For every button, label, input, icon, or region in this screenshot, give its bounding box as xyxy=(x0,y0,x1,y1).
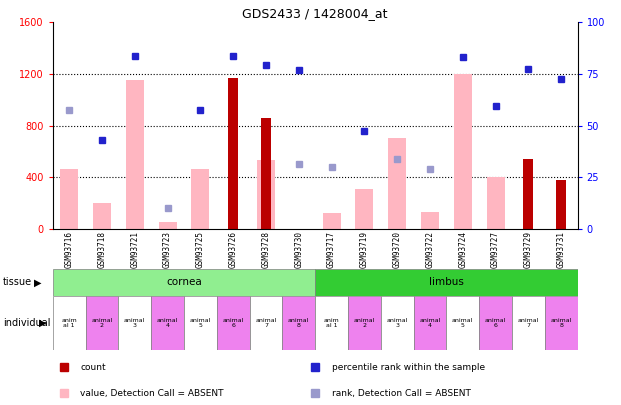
Text: GSM93725: GSM93725 xyxy=(196,231,205,268)
Text: individual: individual xyxy=(3,318,50,328)
Text: count: count xyxy=(81,362,106,372)
Bar xyxy=(446,296,479,350)
Bar xyxy=(53,296,86,350)
Text: anim
al 1: anim al 1 xyxy=(324,318,340,328)
Bar xyxy=(545,296,578,350)
Text: animal
2: animal 2 xyxy=(91,318,112,328)
Text: percentile rank within the sample: percentile rank within the sample xyxy=(332,362,485,372)
Text: animal
3: animal 3 xyxy=(386,318,408,328)
Text: GSM93717: GSM93717 xyxy=(327,231,336,268)
Bar xyxy=(414,296,446,350)
Text: GSM93724: GSM93724 xyxy=(458,231,467,268)
Text: GSM93726: GSM93726 xyxy=(229,231,238,268)
Bar xyxy=(388,139,406,229)
Text: anim
al 1: anim al 1 xyxy=(61,318,77,328)
Text: limbus: limbus xyxy=(429,277,464,288)
Bar xyxy=(119,296,151,350)
Bar xyxy=(355,189,373,229)
Text: cornea: cornea xyxy=(166,277,202,288)
Text: animal
5: animal 5 xyxy=(189,318,211,328)
Bar xyxy=(322,213,340,229)
Text: GSM93723: GSM93723 xyxy=(163,231,172,268)
Text: animal
8: animal 8 xyxy=(550,318,572,328)
Bar xyxy=(60,169,78,229)
Text: animal
6: animal 6 xyxy=(222,318,244,328)
Text: animal
4: animal 4 xyxy=(419,318,441,328)
Bar xyxy=(53,269,315,296)
Text: animal
6: animal 6 xyxy=(485,318,506,328)
Text: animal
2: animal 2 xyxy=(354,318,375,328)
Bar xyxy=(381,296,414,350)
Bar xyxy=(250,296,283,350)
Bar xyxy=(454,74,472,229)
Bar xyxy=(86,296,119,350)
Bar xyxy=(261,118,271,229)
Text: GSM93722: GSM93722 xyxy=(425,231,435,268)
Bar xyxy=(93,203,111,229)
Bar xyxy=(217,296,250,350)
Bar xyxy=(556,180,566,229)
Bar xyxy=(228,78,238,229)
Bar xyxy=(191,169,209,229)
Text: animal
4: animal 4 xyxy=(157,318,178,328)
Text: GSM93719: GSM93719 xyxy=(360,231,369,268)
Text: GSM93721: GSM93721 xyxy=(130,231,139,268)
Text: GSM93728: GSM93728 xyxy=(261,231,271,268)
Bar xyxy=(315,296,348,350)
Bar xyxy=(512,296,545,350)
Bar xyxy=(283,296,315,350)
Bar xyxy=(315,269,578,296)
Bar xyxy=(524,159,533,229)
Text: GSM93727: GSM93727 xyxy=(491,231,500,268)
Text: GSM93716: GSM93716 xyxy=(65,231,74,268)
Text: GSM93729: GSM93729 xyxy=(524,231,533,268)
Text: GSM93730: GSM93730 xyxy=(294,231,303,268)
Bar xyxy=(479,296,512,350)
Bar xyxy=(486,177,504,229)
Bar xyxy=(126,80,144,229)
Text: GSM93731: GSM93731 xyxy=(556,231,566,268)
Text: value, Detection Call = ABSENT: value, Detection Call = ABSENT xyxy=(81,389,224,398)
Text: ▶: ▶ xyxy=(39,318,46,328)
Text: animal
7: animal 7 xyxy=(255,318,276,328)
Title: GDS2433 / 1428004_at: GDS2433 / 1428004_at xyxy=(242,7,388,20)
Text: animal
7: animal 7 xyxy=(518,318,539,328)
Bar xyxy=(348,296,381,350)
Bar xyxy=(257,160,275,229)
Bar xyxy=(158,222,176,229)
Text: animal
3: animal 3 xyxy=(124,318,145,328)
Text: tissue: tissue xyxy=(3,277,32,288)
Bar xyxy=(184,296,217,350)
Bar xyxy=(151,296,184,350)
Text: rank, Detection Call = ABSENT: rank, Detection Call = ABSENT xyxy=(332,389,471,398)
Text: animal
5: animal 5 xyxy=(452,318,473,328)
Bar xyxy=(421,212,439,229)
Text: animal
8: animal 8 xyxy=(288,318,309,328)
Text: GSM93718: GSM93718 xyxy=(97,231,106,268)
Text: GSM93720: GSM93720 xyxy=(392,231,402,268)
Text: ▶: ▶ xyxy=(34,277,42,288)
